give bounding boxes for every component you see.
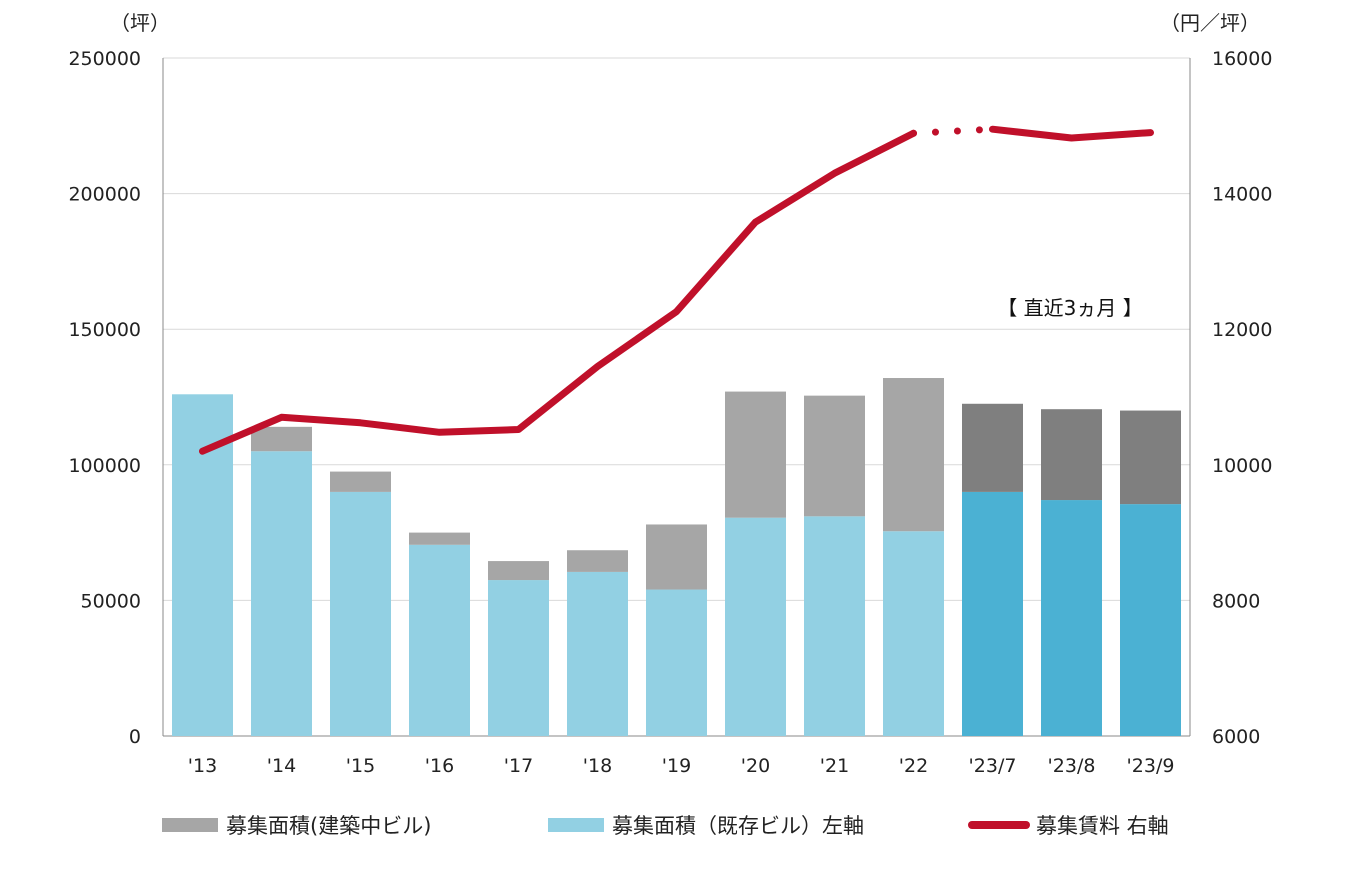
x-tick-label: '23/8 [1048,755,1096,777]
bar-existing [804,516,865,736]
bar-construction [804,395,865,517]
legend-swatch-rent [968,821,1030,829]
x-tick-label: '22 [899,755,928,777]
legend-item-construction: 募集面積(建築中ビル) [162,810,431,840]
x-tick-label: '19 [662,755,691,777]
x-tick-label: '21 [820,755,849,777]
bar-existing [567,571,628,736]
bar-construction [883,378,944,532]
x-tick-label: '15 [346,755,375,777]
y-left-tick-label: 0 [129,726,141,748]
bar-existing [962,491,1023,736]
rent-line-dotted-gap [910,125,996,137]
x-tick-label: '16 [425,755,454,777]
bar-existing [488,580,549,736]
y-right-tick-label: 14000 [1212,184,1272,206]
y-left-tick-label: 150000 [68,319,141,341]
legend-label-rent: 募集賃料 右軸 [1036,814,1169,838]
legend-swatch-construction [162,818,218,832]
y-left-unit: （坪） [110,11,170,35]
bar-existing [330,491,391,736]
x-tick-label: '14 [267,755,296,777]
recent-period-annotation: 【 直近3ヵ月 】 [997,296,1142,320]
legend: 募集面積(建築中ビル) 募集面積（既存ビル）左軸 募集賃料 右軸 [0,810,1371,850]
bar-existing [883,531,944,736]
bar-construction [725,391,786,518]
x-tick-label: '18 [583,755,612,777]
y-right-tick-label: 10000 [1212,455,1272,477]
x-tick-label: '23/9 [1127,755,1175,777]
legend-label-existing: 募集面積（既存ビル）左軸 [612,814,864,838]
bar-construction [330,471,391,492]
y-right-tick-label: 6000 [1212,726,1260,748]
rent-line [199,129,917,455]
bar-existing [251,451,312,736]
bar-existing [725,517,786,736]
bar-construction [646,524,707,590]
bar-construction [409,532,470,545]
y-right-unit: （円／坪） [1160,11,1260,35]
y-right-tick-label: 12000 [1212,319,1272,341]
bar-existing [409,544,470,736]
legend-label-construction: 募集面積(建築中ビル) [226,814,432,838]
bar-construction [1041,409,1102,501]
bar-construction [567,550,628,572]
y-left-tick-label: 200000 [68,184,141,206]
legend-swatch-existing [548,818,604,832]
bar-construction [251,426,312,452]
y-left-tick-label: 100000 [68,455,141,477]
bar-construction [962,403,1023,492]
x-tick-label: '17 [504,755,533,777]
bar-existing [1120,504,1181,736]
bar-existing [646,589,707,736]
rent-line-recent [989,125,1154,142]
legend-item-existing: 募集面積（既存ビル）左軸 [548,810,864,840]
x-tick-label: '23/7 [969,755,1017,777]
y-left-tick-label: 250000 [68,48,141,70]
y-left-tick-label: 50000 [81,590,141,612]
chart-plot: 0 50000 100000 150000 200000 250000 6000 8000 10… [68,11,1272,777]
bar-construction [488,561,549,581]
y-right-tick-label: 8000 [1212,590,1260,612]
x-tick-label: '13 [188,755,217,777]
bar-construction [1120,410,1181,505]
legend-item-rent: 募集賃料 右軸 [968,810,1169,840]
y-right-tick-label: 16000 [1212,48,1272,70]
bar-existing [1041,500,1102,736]
x-tick-label: '20 [741,755,770,777]
